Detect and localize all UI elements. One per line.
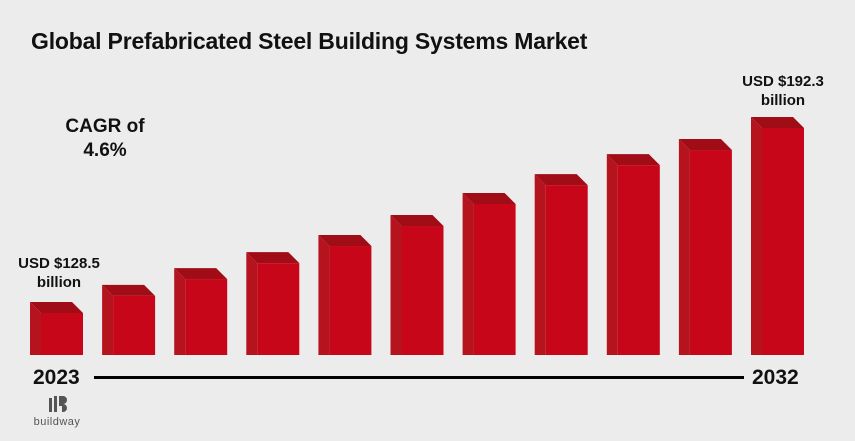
logo-text: buildway	[33, 416, 81, 428]
bar-front	[257, 263, 300, 355]
bar-side	[390, 215, 402, 355]
bar-front	[545, 185, 588, 355]
bar	[678, 139, 732, 355]
buildway-logo: buildway	[22, 395, 92, 428]
bar-side	[102, 284, 114, 355]
bar-top	[606, 154, 660, 166]
bar-front	[617, 165, 660, 355]
bar-front	[113, 295, 156, 355]
bar-top	[462, 192, 516, 204]
cagr-line1: CAGR of	[65, 116, 145, 137]
first-value-line1: USD $128.5	[18, 255, 100, 272]
bar-side	[534, 174, 546, 355]
start-year-label: 2023	[33, 366, 80, 389]
bar-top	[678, 139, 732, 151]
bar	[246, 252, 300, 355]
bar-side	[678, 139, 690, 355]
end-year-label: 2032	[752, 366, 799, 389]
last-value-label: USD $192.3 billion	[728, 72, 838, 110]
bar-top	[390, 215, 444, 227]
bar	[318, 235, 372, 355]
bar-front	[473, 203, 516, 355]
bar-top	[246, 252, 300, 264]
bar-front	[762, 128, 804, 355]
bar-top	[751, 117, 804, 128]
bar	[30, 302, 83, 355]
timeline-axis	[94, 376, 744, 379]
bar-top	[534, 174, 588, 186]
bar	[390, 215, 444, 355]
bar-top	[30, 302, 83, 313]
last-value-line2: billion	[760, 92, 806, 109]
bar-top	[318, 235, 372, 247]
first-value-label: USD $128.5 billion	[4, 254, 114, 292]
bar	[174, 268, 228, 355]
bar-front	[689, 150, 732, 355]
bar-side	[318, 235, 330, 355]
buildway-logo-icon	[49, 396, 67, 412]
bar-side	[30, 302, 41, 355]
cagr-value: 4.6%	[83, 140, 127, 161]
bar-side	[751, 117, 762, 355]
bar	[462, 192, 516, 355]
first-value-line2: billion	[36, 274, 82, 291]
bar	[534, 174, 588, 355]
bar-front	[185, 279, 228, 355]
bar	[606, 154, 660, 355]
bar-side	[174, 268, 186, 355]
bar-front	[329, 246, 372, 355]
bar-side	[246, 252, 258, 355]
bar	[751, 117, 804, 355]
bar-front	[401, 226, 444, 355]
bar	[102, 284, 156, 355]
last-value-line1: USD $192.3	[742, 73, 824, 90]
bar-side	[462, 192, 474, 355]
bar-side	[606, 154, 618, 355]
bar-top	[174, 268, 228, 280]
bar-front	[41, 313, 83, 355]
cagr-annotation: CAGR of 4.6%	[55, 115, 155, 163]
chart-title: Global Prefabricated Steel Building Syst…	[31, 28, 588, 54]
bar-top	[102, 284, 156, 296]
